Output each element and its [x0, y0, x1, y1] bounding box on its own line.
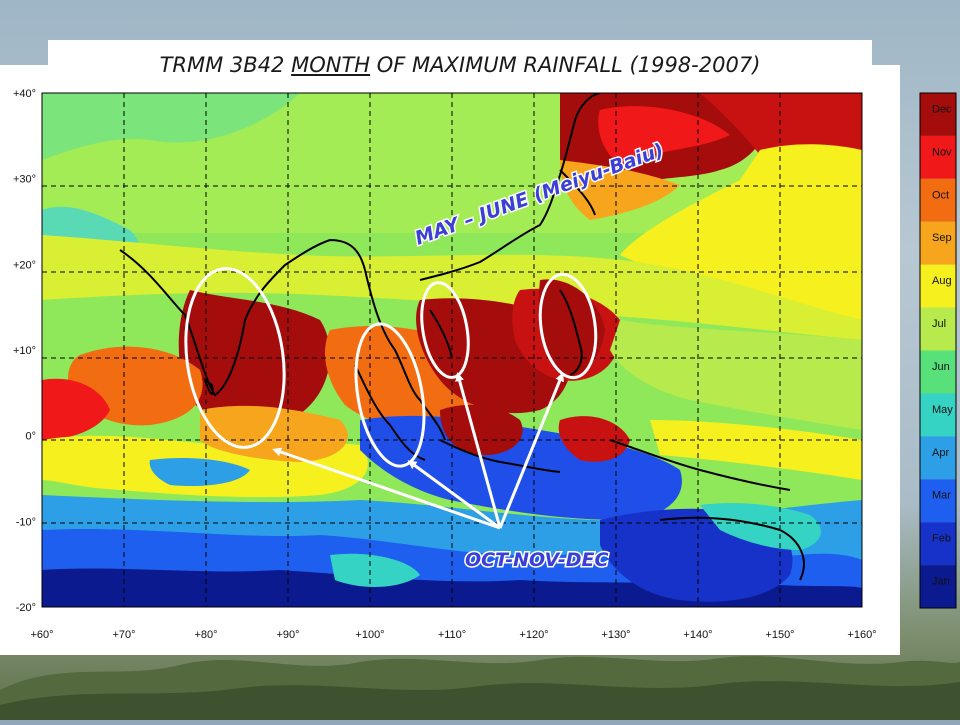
colorbar-label: Aug — [932, 275, 952, 287]
colorbar-swatch — [920, 178, 956, 222]
lon-tick-label: +90° — [276, 629, 299, 641]
month-colorbar: Dec Nov Oct Sep Aug Jul Jun May Apr Mar Feb Jan — [919, 92, 957, 609]
lat-tick-label: +10° — [13, 345, 36, 357]
colorbar-swatch — [920, 393, 956, 437]
grid-lines — [42, 93, 862, 607]
colorbar-label: Oct — [932, 189, 949, 201]
lat-tick-label: +30° — [13, 174, 36, 186]
colorbar-frame — [919, 92, 957, 609]
highlight-ellipses — [184, 267, 598, 468]
colorbar-swatch — [920, 565, 956, 608]
ellipse-south-china-sea — [420, 281, 470, 379]
arrow-to-philippines — [498, 372, 564, 529]
title-bar: TRMM 3B42 MONTH OF MAXIMUM RAINFALL (199… — [48, 40, 872, 90]
arrow-to-malay-peninsula — [407, 460, 501, 530]
colorbar-label: Jun — [932, 361, 950, 373]
map-frame — [41, 92, 863, 608]
title-suffix: OF MAXIMUM RAINFALL (1998-2007) — [370, 53, 761, 77]
colorbar-swatch — [920, 522, 956, 566]
colorbar-swatch — [920, 221, 956, 265]
longitude-axis: +60° +70° +80° +90° +100° +110° +120° +130° +140… — [30, 629, 876, 641]
colorbar-swatch — [920, 93, 956, 136]
colorbar-swatch — [920, 264, 956, 308]
lat-tick-label: -20° — [16, 602, 36, 614]
lat-tick-label: 0° — [25, 431, 36, 443]
lon-tick-label: +160° — [847, 629, 876, 641]
tree-foliage-background — [0, 656, 960, 720]
colorbar-label: Jan — [932, 576, 950, 588]
arrow-to-bay-of-bengal — [272, 447, 501, 530]
colorbar-label: Mar — [932, 490, 951, 502]
ellipse-philippines — [538, 272, 598, 380]
lat-tick-label: -10° — [16, 516, 36, 528]
colorbar-swatch — [920, 135, 956, 179]
page-title: TRMM 3B42 MONTH OF MAXIMUM RAINFALL (199… — [48, 40, 872, 90]
annotation-arrows — [272, 372, 564, 530]
lon-tick-label: +100° — [355, 629, 384, 641]
colorbar-label: Feb — [932, 533, 951, 545]
lon-tick-label: +150° — [765, 629, 794, 641]
colorbar-label: Nov — [932, 146, 952, 158]
latitude-axis: +40° +30° +20° +10° 0° -10° -20° — [13, 88, 36, 614]
ellipse-bay-of-bengal — [184, 267, 286, 449]
lon-tick-label: +130° — [601, 629, 630, 641]
colorbar-label: Sep — [932, 232, 952, 244]
lon-tick-label: +70° — [112, 629, 135, 641]
colorbar-label: May — [932, 404, 953, 416]
title-underlined-word: MONTH — [291, 53, 371, 77]
arrow-to-south-china-sea — [455, 372, 502, 529]
rainfall-month-field — [42, 93, 862, 607]
title-prefix: TRMM 3B42 — [159, 53, 292, 77]
lon-tick-label: +140° — [683, 629, 712, 641]
lat-tick-label: +20° — [13, 259, 36, 271]
lon-tick-label: +60° — [30, 629, 53, 641]
lon-tick-label: +110° — [438, 629, 466, 641]
lat-tick-label: +40° — [13, 88, 36, 100]
colorbar-swatch — [920, 436, 956, 480]
colorbar-label: Dec — [932, 103, 952, 115]
colorbar-label: Apr — [932, 447, 949, 459]
colorbar-label: Jul — [932, 318, 946, 330]
colorbar-swatch — [920, 350, 956, 394]
lon-tick-label: +80° — [194, 629, 217, 641]
lon-tick-label: +120° — [519, 629, 548, 641]
ond-label: OCT-NOV-DEC — [465, 549, 608, 571]
coastlines — [119, 93, 805, 581]
colorbar-swatch — [920, 307, 956, 351]
ellipse-malay-peninsula — [354, 322, 426, 468]
colorbar-swatch — [920, 479, 956, 523]
